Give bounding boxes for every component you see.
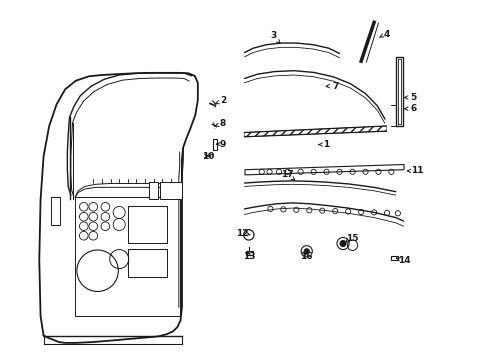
Text: 9: 9	[219, 140, 225, 149]
Text: 14: 14	[397, 256, 410, 265]
Text: 1: 1	[323, 140, 329, 149]
FancyBboxPatch shape	[51, 197, 60, 225]
FancyBboxPatch shape	[149, 182, 158, 199]
Circle shape	[339, 240, 346, 247]
Text: 6: 6	[410, 104, 416, 113]
FancyBboxPatch shape	[160, 182, 182, 199]
FancyBboxPatch shape	[246, 251, 252, 255]
Text: 15: 15	[346, 234, 358, 243]
Text: 17: 17	[281, 170, 293, 179]
Text: 11: 11	[410, 166, 423, 175]
FancyBboxPatch shape	[390, 256, 398, 260]
Text: 16: 16	[300, 252, 312, 261]
Text: 5: 5	[410, 93, 416, 102]
FancyBboxPatch shape	[127, 249, 166, 277]
FancyBboxPatch shape	[213, 139, 216, 150]
Text: 2: 2	[219, 96, 225, 105]
Text: 10: 10	[201, 152, 214, 161]
Text: 8: 8	[219, 119, 225, 128]
Text: 13: 13	[242, 252, 255, 261]
Text: 3: 3	[269, 31, 276, 40]
FancyBboxPatch shape	[127, 206, 166, 243]
Text: 12: 12	[235, 229, 247, 238]
Text: 7: 7	[331, 82, 338, 91]
Circle shape	[304, 249, 309, 254]
Text: 4: 4	[383, 30, 389, 39]
